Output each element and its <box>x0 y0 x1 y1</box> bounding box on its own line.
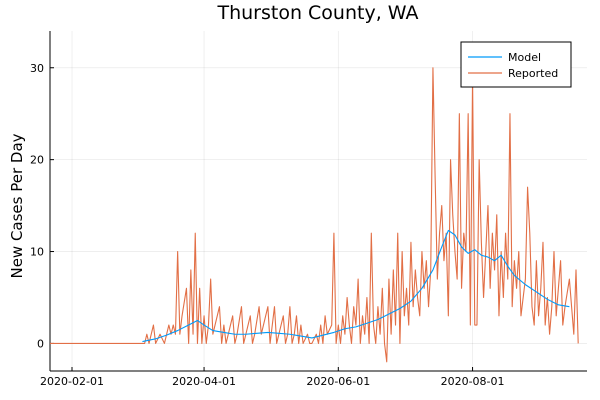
legend-box <box>460 41 572 88</box>
series-line-reported <box>50 67 579 363</box>
x-tick-label: 2020-04-01 <box>172 375 236 388</box>
chart-title: Thurston County, WA <box>216 2 418 24</box>
legend-label-reported: Reported <box>508 67 558 80</box>
series-line-model <box>142 229 570 343</box>
y-tick-label: 20 <box>30 154 44 167</box>
legend-label-model: Model <box>508 51 541 64</box>
y-tick-label: 30 <box>30 62 44 75</box>
x-axis-ticks: 2020-02-01 2020-04-01 2020-06-01 2020-08-01 <box>40 367 505 388</box>
y-axis-ticks: 0 10 20 30 <box>30 62 54 350</box>
series-lines <box>50 67 579 363</box>
axes <box>49 31 587 372</box>
x-tick-label: 2020-02-01 <box>40 375 104 388</box>
x-tick-label: 2020-06-01 <box>306 375 370 388</box>
y-tick-label: 10 <box>30 246 44 259</box>
legend: Model Reported <box>460 41 572 88</box>
y-tick-label: 0 <box>37 337 44 350</box>
y-axis-label: New Cases Per Day <box>8 133 26 278</box>
x-tick-label: 2020-08-01 <box>441 375 505 388</box>
